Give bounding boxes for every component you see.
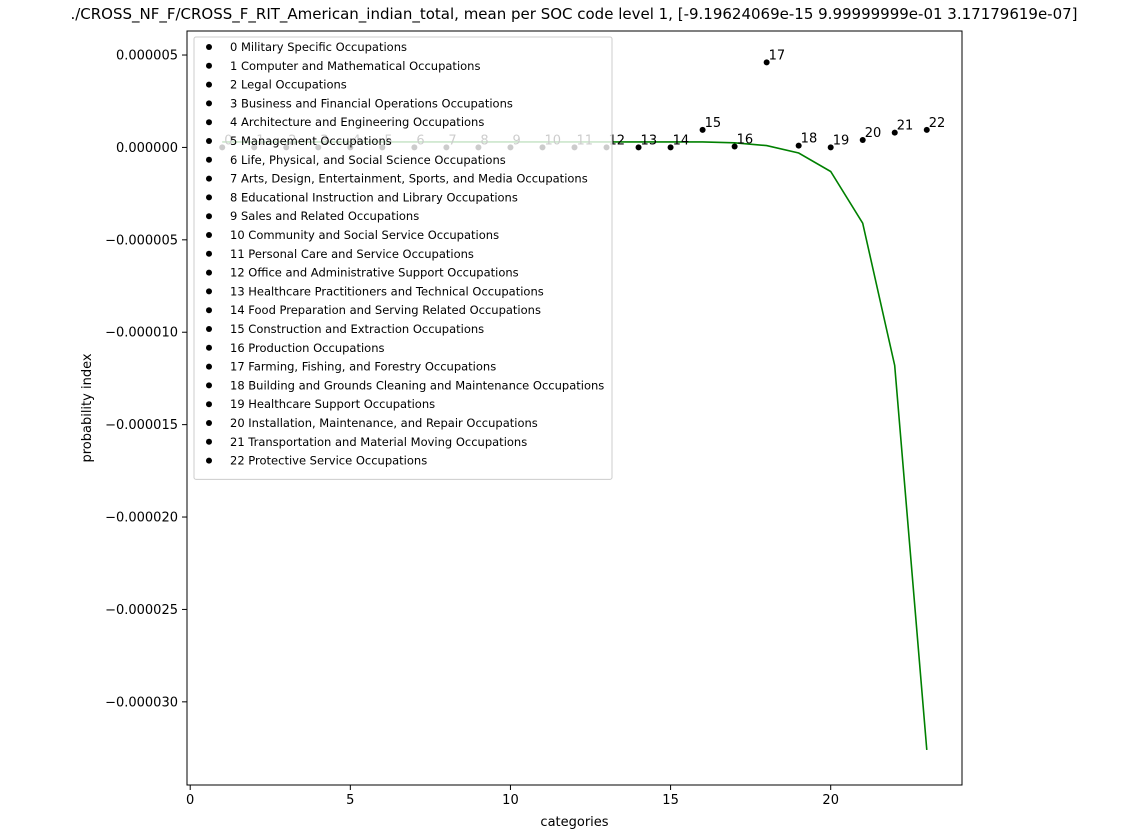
legend-marker <box>206 326 212 332</box>
x-tick-label: 15 <box>662 793 679 808</box>
legend-entry: 12 Office and Administrative Support Occ… <box>230 266 519 280</box>
data-point <box>731 143 738 150</box>
legend-marker <box>206 438 212 445</box>
data-point <box>891 129 898 136</box>
legend-entry: 5 Management Occupations <box>230 134 392 148</box>
legend-entry: 7 Arts, Design, Entertainment, Sports, a… <box>230 172 588 186</box>
legend-marker <box>206 363 212 370</box>
legend-entry: 3 Business and Financial Operations Occu… <box>230 96 513 110</box>
legend-entry: 20 Installation, Maintenance, and Repair… <box>230 416 538 430</box>
y-tick-label: −0.000005 <box>105 233 178 248</box>
legend-entry: 22 Protective Service Occupations <box>230 454 427 468</box>
x-axis-label: categories <box>540 815 608 830</box>
y-tick-label: 0.000005 <box>116 49 178 64</box>
legend-marker <box>206 232 212 238</box>
y-tick-label: 0.000000 <box>116 141 178 156</box>
data-point-label: 15 <box>705 116 722 131</box>
legend-frame <box>193 36 613 480</box>
data-point <box>699 126 706 133</box>
legend: 0 Military Specific Occupations 1 Compute… <box>193 36 613 480</box>
legend-marker <box>206 269 212 276</box>
plot-frame <box>186 30 963 786</box>
x-tick-label: 0 <box>186 793 194 808</box>
legend-entry: 21 Transportation and Material Moving Oc… <box>230 435 527 449</box>
y-tick-label: −0.000020 <box>105 511 178 526</box>
y-tick-label: −0.000010 <box>105 326 178 341</box>
data-point-label: 19 <box>833 133 850 148</box>
data-point-label: 12 <box>609 133 626 148</box>
legend-entry: 0 Military Specific Occupations <box>230 40 407 54</box>
legend-entry: 4 Architecture and Engineering Occupatio… <box>230 115 484 129</box>
data-point-label: 14 <box>673 133 690 148</box>
legend-marker <box>206 344 212 351</box>
legend-marker <box>206 194 212 201</box>
legend-entry: 15 Construction and Extraction Occupatio… <box>230 322 484 336</box>
legend-entry: 2 Legal Occupations <box>230 78 347 92</box>
x-tick-label: 5 <box>346 793 354 808</box>
legend-marker <box>206 288 212 295</box>
legend-entry: 14 Food Preparation and Serving Related … <box>230 303 541 317</box>
x-tick-label: 20 <box>822 793 839 808</box>
legend-entry: 1 Computer and Mathematical Occupations <box>230 59 480 73</box>
legend-marker <box>206 420 212 426</box>
legend-marker <box>206 457 212 464</box>
data-point <box>923 126 930 133</box>
legend-entry: 13 Healthcare Practitioners and Technica… <box>230 284 544 298</box>
data-point-label: 20 <box>865 126 882 141</box>
y-tick-label: −0.000025 <box>105 603 178 618</box>
legend-marker <box>206 250 212 257</box>
legend-marker <box>206 175 212 182</box>
legend-marker <box>206 156 212 163</box>
legend-entry: 16 Production Occupations <box>230 341 384 355</box>
y-tick-label: −0.000015 <box>105 418 178 433</box>
legend-entry: 9 Sales and Related Occupations <box>230 209 419 223</box>
x-tick-label: 10 <box>502 793 519 808</box>
chart-title: ./CROSS_NF_F/CROSS_F_RIT_American_indian… <box>70 5 1077 24</box>
y-axis-ticks: 0.000005 0.000000 −0.000005 −0.000010 −0.000… <box>105 49 187 710</box>
data-point <box>827 144 834 151</box>
legend-entry: 8 Educational Instruction and Library Oc… <box>230 190 518 204</box>
legend-marker <box>206 100 212 107</box>
legend-entry: 10 Community and Social Service Occupati… <box>230 228 499 242</box>
data-point-label: 22 <box>929 116 946 131</box>
data-point-label: 18 <box>801 132 818 147</box>
data-point <box>635 144 642 151</box>
data-point <box>667 144 674 151</box>
data-point-label: 13 <box>641 133 658 148</box>
y-tick-label: −0.000030 <box>105 695 178 710</box>
legend-marker <box>206 119 212 126</box>
legend-marker <box>206 382 212 389</box>
legend-entry: 17 Farming, Fishing, and Forestry Occupa… <box>230 360 496 374</box>
legend-marker <box>206 81 212 88</box>
data-point <box>763 59 770 66</box>
legend-marker <box>206 138 212 144</box>
data-point-label: 21 <box>897 119 914 134</box>
legend-entry: 11 Personal Care and Service Occupations <box>230 247 474 261</box>
x-axis-ticks: 0 5 10 15 20 <box>186 785 839 808</box>
legend-marker <box>206 213 212 220</box>
legend-marker <box>206 44 212 50</box>
data-point-label: 17 <box>769 48 786 63</box>
legend-marker <box>206 401 212 408</box>
data-point <box>795 142 802 149</box>
y-axis-label: probability index <box>80 353 95 462</box>
legend-entry: 19 Healthcare Support Occupations <box>230 397 435 411</box>
legend-entry: 18 Building and Grounds Cleaning and Mai… <box>230 378 604 392</box>
legend-marker <box>206 307 212 314</box>
legend-entry: 6 Life, Physical, and Social Science Occ… <box>230 153 506 167</box>
data-point-label: 16 <box>737 133 754 148</box>
legend-marker <box>206 62 212 69</box>
data-point <box>859 137 866 144</box>
